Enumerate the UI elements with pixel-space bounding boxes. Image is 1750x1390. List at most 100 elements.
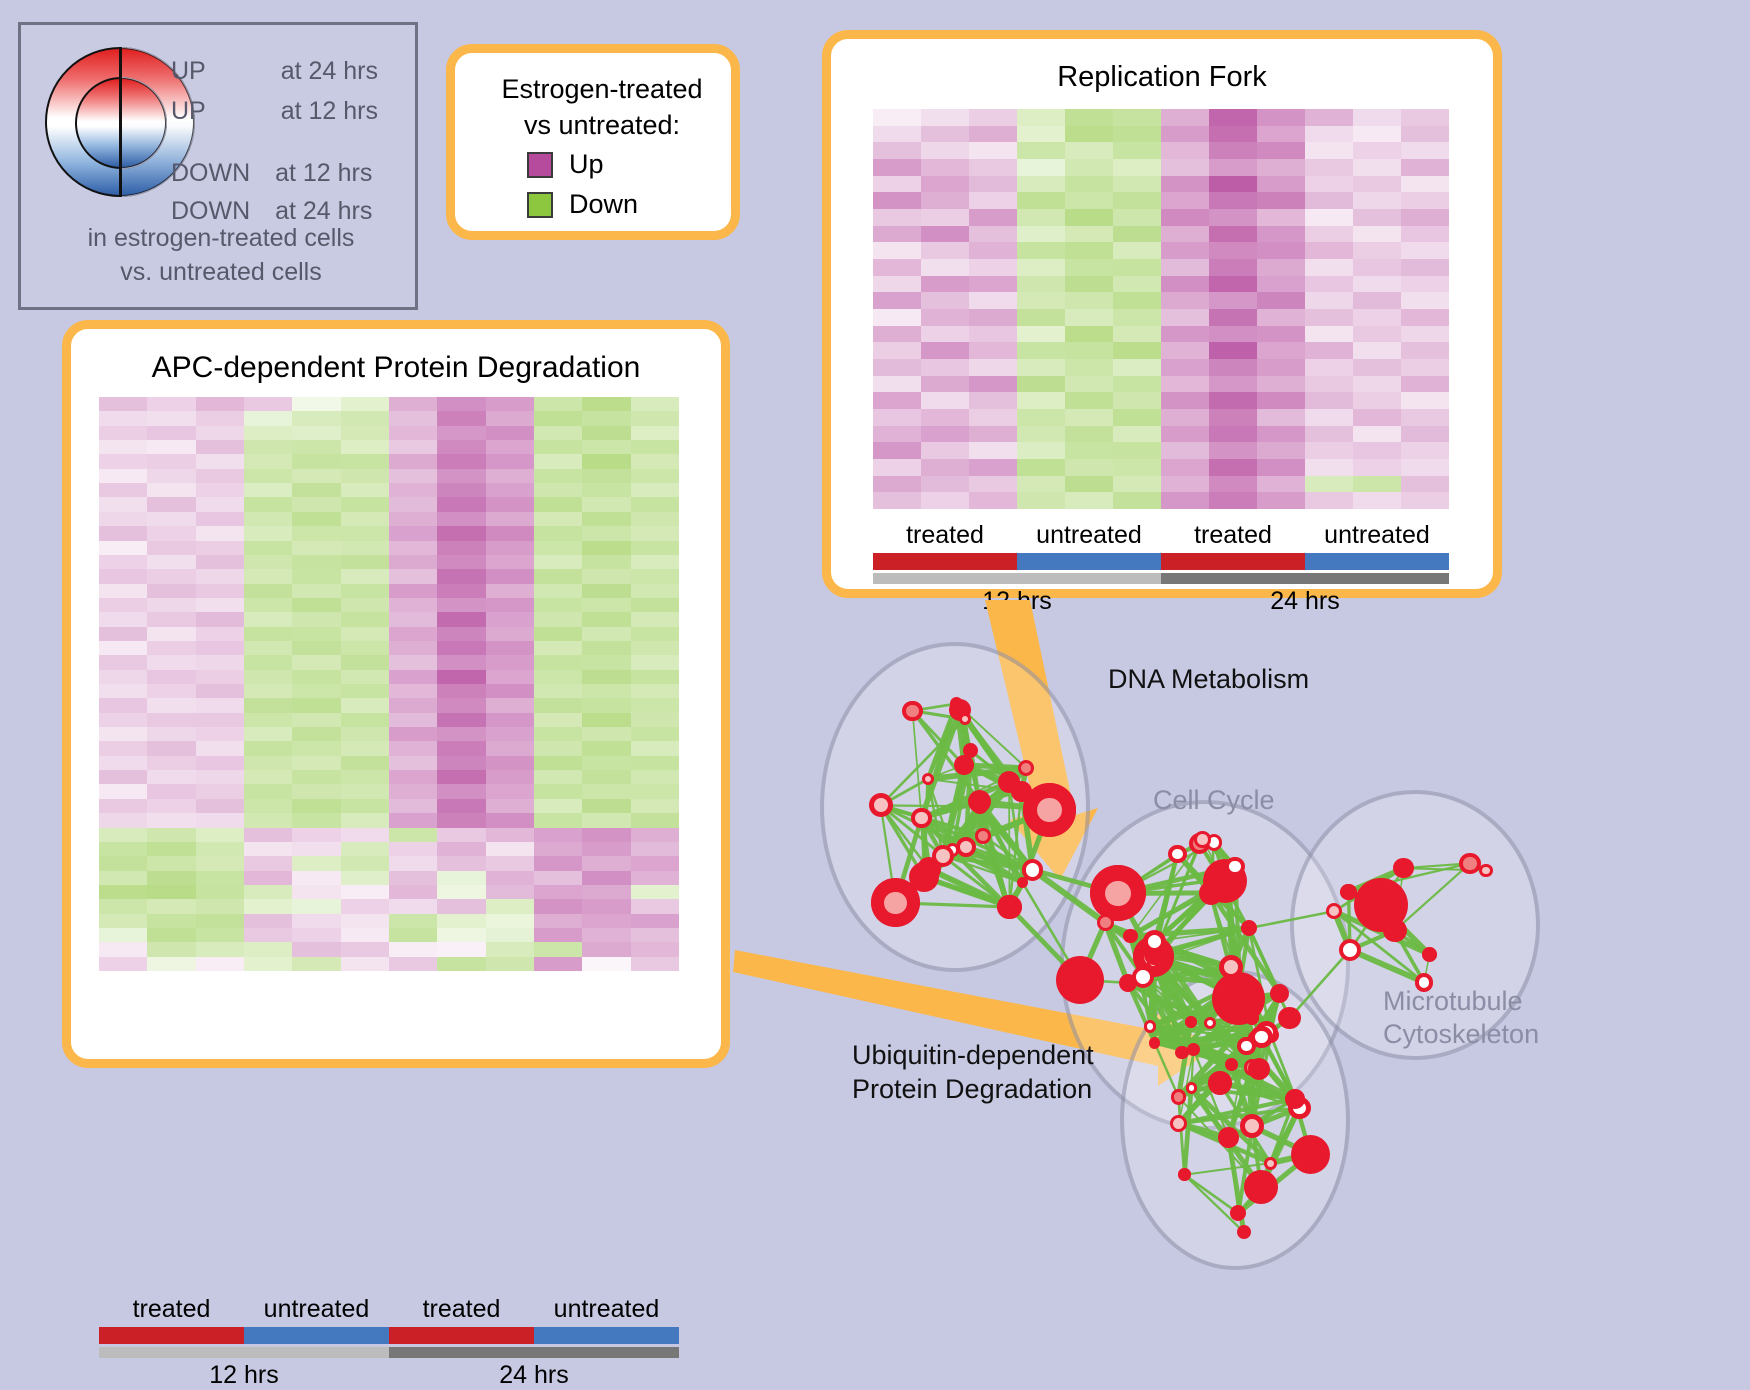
heatmap-cell bbox=[582, 899, 630, 913]
heatmap-cell bbox=[1353, 392, 1401, 409]
network-node[interactable] bbox=[1415, 973, 1434, 992]
heatmap-cell bbox=[389, 584, 437, 598]
heatmap-cell bbox=[1017, 426, 1065, 443]
heatmap-cell bbox=[1257, 392, 1305, 409]
heatmap-cell bbox=[534, 469, 582, 483]
network-node[interactable] bbox=[997, 895, 1022, 920]
network-node[interactable] bbox=[1186, 1082, 1197, 1093]
network-node[interactable] bbox=[1199, 881, 1223, 905]
network-node[interactable] bbox=[1149, 1037, 1161, 1049]
heatmap-cell bbox=[292, 756, 340, 770]
network-node[interactable] bbox=[1383, 919, 1407, 943]
network-node[interactable] bbox=[1264, 1157, 1277, 1170]
label-line-1: Ubiquitin-dependent bbox=[852, 1038, 1094, 1072]
time-label: 24 hrs bbox=[1161, 587, 1449, 616]
heatmap-cell bbox=[292, 411, 340, 425]
heatmap-cell bbox=[1113, 376, 1161, 393]
heatmap-cell bbox=[196, 727, 244, 741]
network-node[interactable] bbox=[1479, 864, 1493, 878]
heatmap-cell bbox=[1161, 192, 1209, 209]
heatmap-cell bbox=[147, 842, 195, 856]
network-node[interactable] bbox=[956, 837, 976, 857]
network-node[interactable] bbox=[1218, 1127, 1239, 1148]
network-node[interactable] bbox=[902, 701, 922, 721]
heatmap-cell bbox=[582, 713, 630, 727]
heatmap-cell bbox=[437, 641, 485, 655]
network-node[interactable] bbox=[1422, 947, 1437, 962]
heatmap-cell bbox=[389, 497, 437, 511]
heatmap-cell bbox=[1017, 342, 1065, 359]
heatmap-cell bbox=[486, 727, 534, 741]
heatmap-cell bbox=[969, 359, 1017, 376]
network-node[interactable] bbox=[1022, 859, 1043, 880]
heatmap-cell bbox=[534, 627, 582, 641]
heatmap-cell bbox=[1161, 409, 1209, 426]
condition-bar bbox=[1017, 553, 1161, 570]
heatmap-cell bbox=[873, 492, 921, 509]
heatmap-cell bbox=[1353, 492, 1401, 509]
network-node[interactable] bbox=[1168, 845, 1187, 864]
heatmap-cell bbox=[1257, 159, 1305, 176]
heatmap-cell bbox=[1209, 426, 1257, 443]
network-node[interactable] bbox=[1119, 974, 1137, 992]
network-node[interactable] bbox=[1339, 939, 1361, 961]
network-node[interactable] bbox=[1178, 1168, 1191, 1181]
heatmap-cell bbox=[534, 741, 582, 755]
network-node[interactable] bbox=[1143, 930, 1167, 954]
heatmap-cell bbox=[147, 957, 195, 971]
network-node[interactable] bbox=[959, 713, 971, 725]
heatmap-cell bbox=[969, 176, 1017, 193]
network-node[interactable] bbox=[1237, 1037, 1255, 1055]
network-node[interactable] bbox=[1194, 831, 1211, 848]
heatmap-cell bbox=[389, 469, 437, 483]
heatmap-cell bbox=[969, 442, 1017, 459]
network-node[interactable] bbox=[911, 808, 931, 828]
network-node[interactable] bbox=[954, 755, 974, 775]
heatmap-cell bbox=[244, 784, 292, 798]
network-node[interactable] bbox=[1123, 929, 1137, 943]
heatmap-cell bbox=[1353, 292, 1401, 309]
network-node[interactable] bbox=[1171, 1089, 1187, 1105]
heatmap-cell bbox=[1257, 126, 1305, 143]
network-node[interactable] bbox=[1144, 1020, 1157, 1033]
network-node[interactable] bbox=[917, 857, 941, 881]
network-node[interactable] bbox=[1291, 1135, 1330, 1174]
network-node[interactable] bbox=[1097, 914, 1114, 931]
network-node[interactable] bbox=[1237, 1225, 1251, 1239]
heatmap-cell bbox=[389, 612, 437, 626]
network-node[interactable] bbox=[1459, 853, 1480, 874]
heatmap-cell bbox=[631, 957, 679, 971]
network-node[interactable] bbox=[975, 828, 991, 844]
network-node[interactable] bbox=[869, 793, 893, 817]
network-node[interactable] bbox=[1244, 1170, 1278, 1204]
heatmap-cell bbox=[292, 871, 340, 885]
heatmap-cell bbox=[437, 885, 485, 899]
network-node[interactable] bbox=[1219, 955, 1243, 979]
network-node[interactable] bbox=[1285, 1089, 1305, 1109]
heatmap-cell bbox=[1401, 126, 1449, 143]
network-node[interactable] bbox=[1056, 956, 1104, 1004]
network-node[interactable] bbox=[1208, 1071, 1232, 1095]
heatmap-cell bbox=[582, 426, 630, 440]
heatmap-cell bbox=[341, 942, 389, 956]
heatmap-cell bbox=[1305, 259, 1353, 276]
heatmap-cell bbox=[341, 655, 389, 669]
heatmap-cell bbox=[244, 655, 292, 669]
heatmap-cell bbox=[147, 698, 195, 712]
heatmap-cell bbox=[437, 756, 485, 770]
heatmap-cell bbox=[147, 942, 195, 956]
heatmap-cell bbox=[99, 584, 147, 598]
heatmap-cell bbox=[873, 392, 921, 409]
network-node[interactable] bbox=[1225, 1058, 1238, 1071]
heatmap-cell bbox=[147, 727, 195, 741]
heatmap-cell bbox=[1401, 492, 1449, 509]
heatmap-cell bbox=[534, 799, 582, 813]
network-node[interactable] bbox=[1340, 884, 1357, 901]
heatmap-cell bbox=[292, 541, 340, 555]
network-node[interactable] bbox=[1011, 781, 1032, 802]
network-node[interactable] bbox=[1248, 1058, 1270, 1080]
network-node[interactable] bbox=[1225, 857, 1244, 876]
heatmap-cell bbox=[486, 871, 534, 885]
network-node[interactable] bbox=[1278, 1007, 1300, 1029]
heatmap-cell bbox=[1065, 309, 1113, 326]
